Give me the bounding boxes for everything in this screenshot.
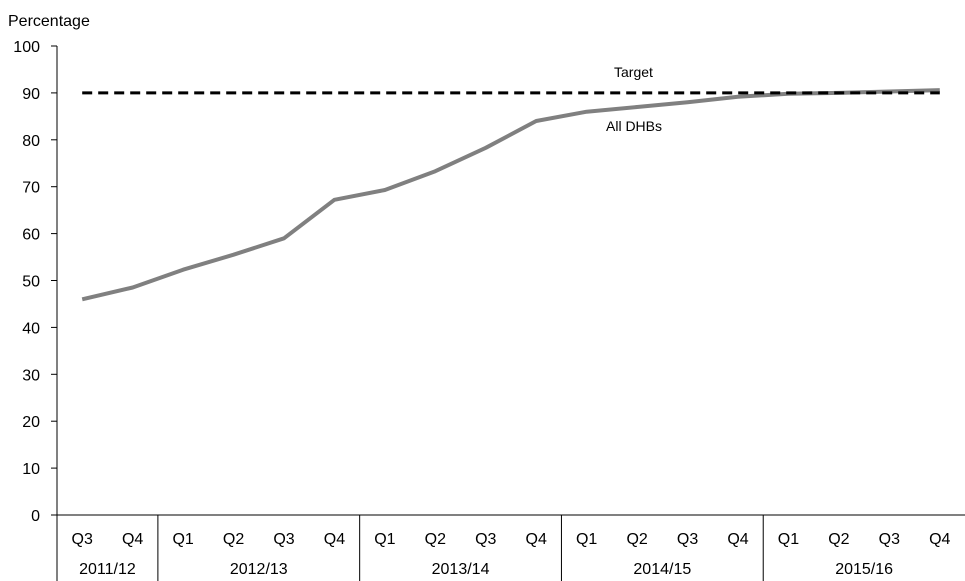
x-group-label: 2013/14 xyxy=(432,561,490,578)
x-tick-label: Q3 xyxy=(475,531,496,548)
y-tick-label: 30 xyxy=(22,367,40,384)
y-tick-label: 70 xyxy=(22,180,40,197)
x-axis-ticks: Q3 Q4 Q1 Q2 Q3 Q4 Q1 Q2 Q3 Q4 Q1 Q2 Q3 Q4 Q1 Q2 Q3 Q4 2011… xyxy=(72,515,951,581)
y-tick-label: 20 xyxy=(22,414,40,431)
x-tick-label: Q4 xyxy=(929,531,950,548)
x-group-label: 2011/12 xyxy=(79,561,136,578)
x-tick-label: Q3 xyxy=(677,531,698,548)
y-tick-label: 60 xyxy=(22,227,40,244)
x-tick-label: Q1 xyxy=(374,531,395,548)
y-tick-label: 10 xyxy=(22,461,40,478)
x-tick-label: Q3 xyxy=(273,531,294,548)
x-tick-label: Q4 xyxy=(526,531,547,548)
x-tick-label: Q4 xyxy=(727,531,748,548)
x-tick-label: Q1 xyxy=(778,531,799,548)
x-tick-label: Q4 xyxy=(324,531,345,548)
x-group-label: 2014/15 xyxy=(633,561,691,578)
all-dhbs-label: All DHBs xyxy=(606,118,662,134)
x-tick-label: Q3 xyxy=(72,531,93,548)
target-label: Target xyxy=(614,64,653,80)
x-tick-label: Q2 xyxy=(626,531,647,548)
y-tick-label: 80 xyxy=(22,133,40,150)
y-tick-label: 90 xyxy=(22,86,40,103)
y-tick-label: 0 xyxy=(31,508,40,525)
x-tick-label: Q2 xyxy=(223,531,244,548)
x-group-label: 2015/16 xyxy=(835,561,893,578)
x-tick-label: Q2 xyxy=(828,531,849,548)
x-tick-label: Q3 xyxy=(879,531,900,548)
x-tick-label: Q1 xyxy=(172,531,193,548)
x-tick-label: Q4 xyxy=(122,531,143,548)
y-tick-label: 100 xyxy=(13,39,40,56)
series-layer xyxy=(81,88,940,302)
x-tick-label: Q2 xyxy=(425,531,446,548)
x-tick-label: Q1 xyxy=(576,531,597,548)
y-tick-label: 50 xyxy=(22,274,40,291)
y-axis-ticks: 0 10 20 30 40 50 60 70 80 90 100 xyxy=(13,39,57,525)
axes xyxy=(56,46,965,581)
y-tick-label: 40 xyxy=(22,320,40,337)
all-dhbs-line xyxy=(81,88,940,302)
y-axis-title: Percentage xyxy=(8,13,90,30)
x-group-label: 2012/13 xyxy=(230,561,288,578)
